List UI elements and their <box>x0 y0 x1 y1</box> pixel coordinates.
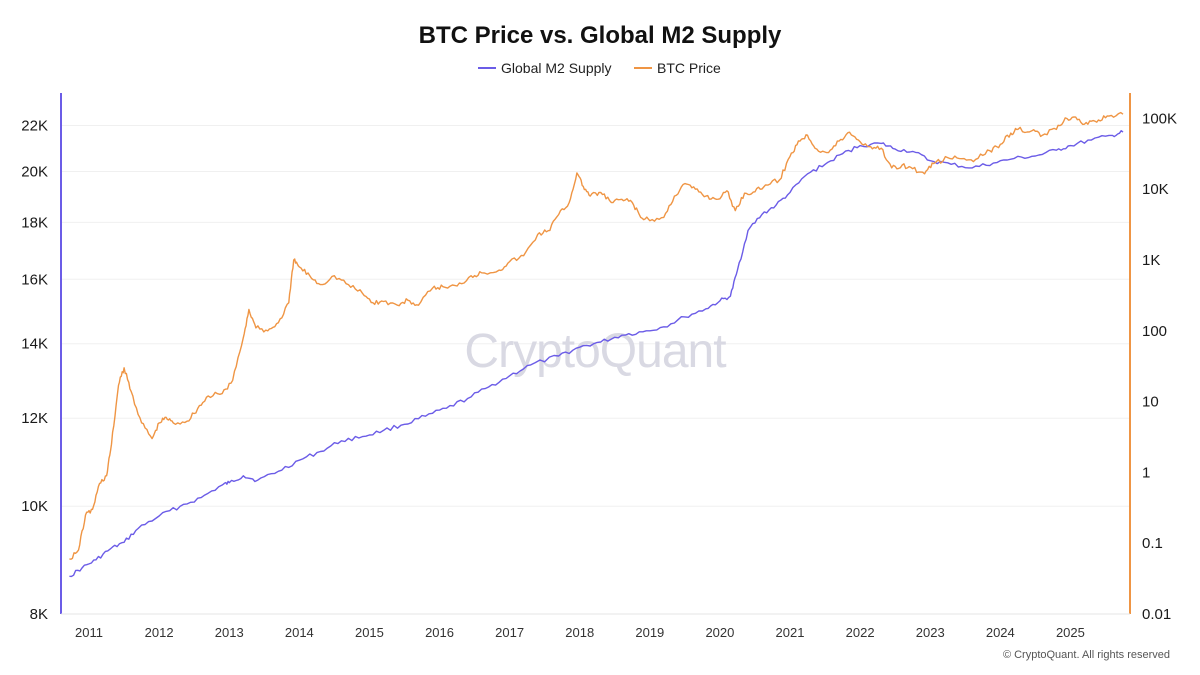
x-tick-label: 2022 <box>846 625 875 640</box>
x-tick-label: 2016 <box>425 625 454 640</box>
right-axis-ticks: 0.01 0.1 1 10 100 1K 10K 100K <box>1142 110 1177 623</box>
right-tick-label: 10K <box>1142 181 1169 198</box>
copyright-note: © CryptoQuant. All rights reserved <box>1003 649 1170 661</box>
x-tick-label: 2013 <box>215 625 244 640</box>
right-tick-label: 0.01 <box>1142 606 1171 623</box>
x-tick-label: 2014 <box>285 625 314 640</box>
series-line-btc-price <box>69 111 1124 560</box>
legend-label-m2: Global M2 Supply <box>501 60 612 76</box>
left-tick-label: 16K <box>21 271 48 288</box>
chart-title: BTC Price vs. Global M2 Supply <box>419 22 782 49</box>
x-tick-label: 2019 <box>635 625 664 640</box>
x-tick-label: 2021 <box>776 625 805 640</box>
left-tick-label: 10K <box>21 498 48 515</box>
x-tick-label: 2012 <box>145 625 174 640</box>
legend-item-btc[interactable]: BTC Price <box>634 60 721 76</box>
x-tick-label: 2011 <box>75 625 103 640</box>
legend-item-m2[interactable]: Global M2 Supply <box>478 60 612 76</box>
x-tick-label: 2025 <box>1056 625 1085 640</box>
series-layer <box>69 111 1124 578</box>
x-tick-label: 2017 <box>495 625 524 640</box>
right-tick-label: 100 <box>1142 323 1167 340</box>
left-tick-label: 20K <box>21 163 48 180</box>
x-tick-label: 2023 <box>916 625 945 640</box>
right-tick-label: 1 <box>1142 464 1150 481</box>
right-tick-label: 1K <box>1142 252 1160 269</box>
right-tick-label: 100K <box>1142 110 1177 127</box>
left-tick-label: 22K <box>21 117 48 134</box>
x-tick-label: 2024 <box>986 625 1015 640</box>
left-axis-ticks: 8K 10K 12K 14K 16K 18K 20K 22K <box>21 117 48 623</box>
x-tick-label: 2018 <box>565 625 594 640</box>
legend: Global M2 Supply BTC Price <box>478 60 721 76</box>
left-tick-label: 12K <box>21 410 48 427</box>
right-tick-label: 0.1 <box>1142 535 1163 552</box>
left-tick-label: 18K <box>21 214 48 231</box>
watermark: CryptoQuant <box>464 325 726 378</box>
x-axis-ticks: 2011 2012 2013 2014 2015 2016 2017 2018 2019 2020… <box>75 625 1085 640</box>
legend-label-btc: BTC Price <box>657 60 721 76</box>
left-tick-label: 14K <box>21 336 48 353</box>
x-tick-label: 2015 <box>355 625 384 640</box>
left-tick-label: 8K <box>30 606 48 623</box>
series-line-global-m2 <box>69 130 1124 578</box>
x-tick-label: 2020 <box>705 625 734 640</box>
right-tick-label: 10 <box>1142 394 1159 411</box>
